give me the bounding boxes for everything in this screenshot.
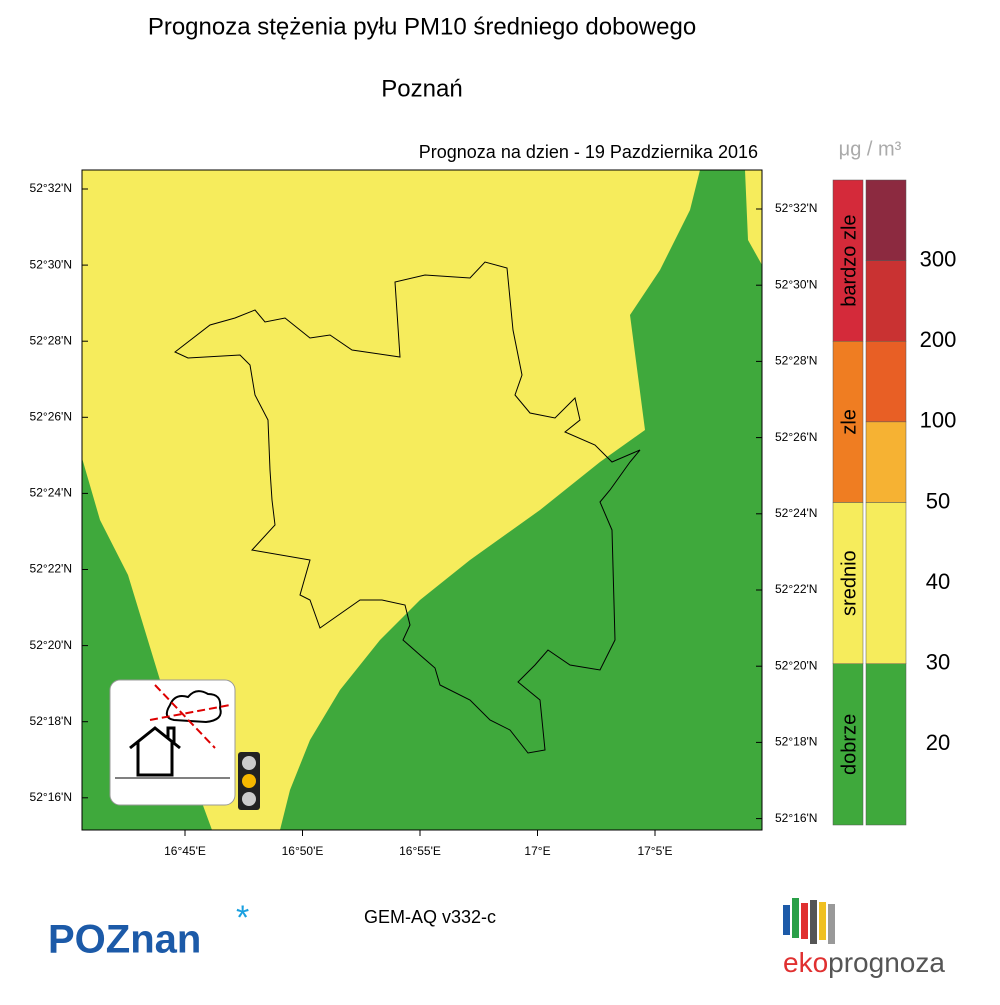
- lat-label: 52°24'N: [775, 506, 817, 520]
- threshold-label: 40: [926, 569, 950, 594]
- lat-label: 52°22'N: [775, 582, 817, 596]
- lat-label: 52°32'N: [775, 201, 817, 215]
- threshold-label: 30: [926, 650, 950, 675]
- lat-label: 52°22'N: [30, 562, 72, 576]
- lat-label: 52°28'N: [30, 333, 72, 347]
- category-band: [832, 502, 864, 664]
- threshold-label: 20: [926, 730, 950, 755]
- model-label: GEM-AQ v332-c: [364, 907, 496, 927]
- threshold-label: 200: [920, 327, 957, 352]
- lat-label: 52°24'N: [30, 486, 72, 500]
- logo-poznan: POZnan: [48, 918, 201, 962]
- lat-label: 52°26'N: [775, 430, 817, 444]
- scale-band: [865, 179, 907, 261]
- category-label: srednio: [838, 550, 860, 616]
- lon-label: 16°45'E: [164, 844, 206, 858]
- lat-label: 52°18'N: [775, 735, 817, 749]
- lat-label: 52°16'N: [775, 811, 817, 825]
- category-band: [832, 663, 864, 826]
- green-zone: [280, 170, 762, 830]
- lon-label: 17°E: [524, 844, 550, 858]
- threshold-label: 100: [920, 408, 957, 433]
- category-band: [832, 179, 864, 342]
- map-frame: [81, 169, 763, 831]
- logo-prognoza-part: prognoza: [828, 947, 945, 978]
- scale-band: [865, 663, 907, 826]
- logo-eko: ekoprognoza: [783, 947, 945, 978]
- scale-band: [865, 341, 907, 423]
- lat-label: 52°30'N: [775, 277, 817, 291]
- city-boundary: [174, 261, 641, 754]
- lat-label: 52°30'N: [30, 257, 72, 271]
- lat-label: 52°26'N: [30, 409, 72, 423]
- city: Poznań: [381, 75, 462, 102]
- logo-star: *: [236, 899, 249, 937]
- lat-label: 52°28'N: [775, 354, 817, 368]
- lon-label: 17°5'E: [637, 844, 672, 858]
- traffic-light: [238, 752, 260, 810]
- house-icon: [109, 679, 236, 806]
- lon-label: 16°50'E: [282, 844, 324, 858]
- legend: μg / m³ bardzo zle zle srednio dobrze 300 200 1…: [832, 138, 957, 826]
- forecast-date: Prognoza na dzien - 19 Pazdziernika 2016: [419, 142, 758, 162]
- category-band: [832, 341, 864, 503]
- logo-eko-part: eko: [783, 947, 828, 978]
- logo-ekoprognoza-bars: [783, 898, 835, 944]
- lat-label: 52°20'N: [775, 658, 817, 672]
- scale-band: [865, 502, 907, 664]
- title: Prognoza stężenia pyłu PM10 średniego do…: [148, 13, 696, 40]
- threshold-label: 50: [926, 488, 950, 513]
- scale-band: [865, 421, 907, 503]
- lon-label: 16°55'E: [399, 844, 441, 858]
- lat-label: 52°20'N: [30, 638, 72, 652]
- lat-label: 52°32'N: [30, 181, 72, 195]
- unit-label: μg / m³: [839, 138, 902, 160]
- category-label: zle: [838, 409, 860, 435]
- category-label: dobrze: [838, 714, 860, 775]
- category-label: bardzo zle: [838, 214, 860, 306]
- threshold-label: 300: [920, 246, 957, 271]
- lat-label: 52°16'N: [30, 790, 72, 804]
- lat-label: 52°18'N: [30, 714, 72, 728]
- scale-band: [865, 260, 907, 342]
